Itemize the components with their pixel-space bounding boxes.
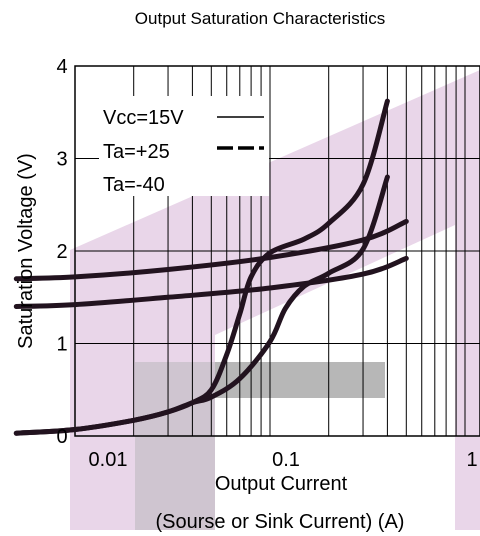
y-tick-label: 3 xyxy=(56,149,67,171)
series-line-1 xyxy=(13,218,409,282)
chart-title: Output Saturation Characteristics xyxy=(135,9,385,28)
y-tick-label: 4 xyxy=(56,56,67,78)
x-tick-label: 0.1 xyxy=(272,449,300,471)
series-line-4 xyxy=(13,174,390,436)
legend: Vcc=15V Ta=+25 Ta=-40 xyxy=(99,96,269,196)
plot-frame xyxy=(74,65,480,437)
x-tick-label: 1 xyxy=(466,449,477,471)
x-tick-label: 0.01 xyxy=(89,449,128,471)
x-axis-sublabel: (Sourse or Sink Current) (A) xyxy=(156,511,405,533)
legend-label-vcc: Vcc=15V xyxy=(103,107,184,129)
y-tick-labels: 0 1 2 3 4 xyxy=(56,56,67,448)
y-tick-label: 2 xyxy=(56,241,67,263)
y-tick-label: 0 xyxy=(56,426,67,448)
y-tick-label: 1 xyxy=(56,334,67,356)
legend-label-ta25: Ta=+25 xyxy=(103,141,170,163)
series-curves xyxy=(13,98,409,436)
series-line-2 xyxy=(13,255,409,309)
legend-label-ta40: Ta=-40 xyxy=(103,174,165,196)
x-axis-label: Output Current xyxy=(215,473,348,495)
legend-box xyxy=(99,96,269,196)
y-axis-label: Saturation Voltage (V) xyxy=(15,153,37,349)
x-tick-labels: 0.01 0.1 1 xyxy=(89,449,478,471)
